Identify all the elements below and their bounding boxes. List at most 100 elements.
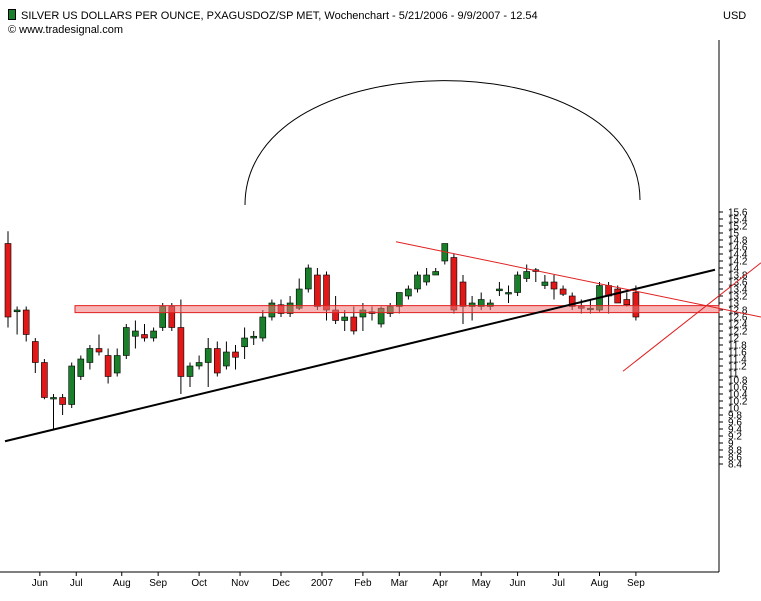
y-tick-label: 9.4 [728, 425, 742, 436]
x-tick-label: 2007 [311, 578, 334, 589]
y-tick-label: 9.2 [728, 432, 742, 443]
candle-body [505, 292, 512, 295]
candle-body [195, 362, 203, 367]
x-tick-label: Jun [32, 578, 48, 589]
candle-body [259, 316, 267, 339]
x-tick-label: Aug [113, 578, 131, 589]
candle-body [223, 351, 230, 367]
candle-body [141, 334, 148, 339]
candle-body [559, 288, 567, 295]
y-tick-label: 11 [728, 369, 739, 380]
candle-body [550, 281, 558, 290]
rounding-top-arc [244, 80, 641, 206]
candle-body [614, 288, 622, 304]
candle-body [186, 365, 194, 377]
y-tick-label: 15.2 [728, 222, 748, 233]
y-tick-label: 10.2 [728, 397, 748, 408]
y-tick-label: 9 [728, 439, 734, 450]
y-tick-label: 15.4 [728, 215, 748, 226]
candle-body [514, 274, 521, 293]
x-tick-label: May [472, 578, 491, 589]
y-tick-label: 12.4 [728, 320, 748, 331]
y-tick-label: 13.6 [728, 278, 748, 289]
copyright-notice: © www.tradesignal.com [8, 24, 124, 36]
y-tick-label: 14 [728, 264, 740, 275]
ascending-trendline [622, 262, 761, 372]
x-tick-label: Oct [191, 578, 207, 589]
candle-body [459, 281, 467, 307]
y-tick-label: 14.2 [728, 257, 748, 268]
chart-annotations [74, 305, 720, 314]
y-tick-label: 13.4 [728, 285, 748, 296]
candle-body [632, 292, 640, 318]
y-tick-label: 11.2 [728, 362, 747, 373]
y-tick-label: 8.6 [728, 453, 742, 464]
candle-body [150, 330, 157, 339]
x-tick-label: Aug [591, 578, 609, 589]
candle-body [132, 330, 139, 337]
y-tick-label: 11.6 [728, 348, 747, 359]
y-tick-label: 12.2 [728, 327, 748, 338]
candle-body [314, 274, 321, 307]
candle-body [414, 274, 421, 290]
candle-body [541, 281, 549, 286]
y-tick-label: 15.6 [728, 208, 748, 219]
candle-body [496, 288, 503, 292]
x-tick-label: Mar [391, 578, 409, 589]
candle-body [41, 362, 48, 398]
candle-body [77, 358, 85, 377]
candle-body [123, 327, 130, 356]
y-tick-label: 9.6 [728, 418, 742, 429]
candle-body [59, 397, 66, 405]
candle-body [523, 271, 531, 279]
candle-body [450, 257, 458, 311]
candle-body [113, 355, 121, 374]
series-marker-icon [8, 9, 16, 20]
candle-body [395, 292, 403, 307]
x-tick-label: Sep [627, 578, 645, 589]
x-axis: Jun Jul Aug Sep Oct Nov Dec 2007 Feb Mar Apr May Jun… [32, 572, 645, 589]
y-tick-label: 11.4 [728, 355, 747, 366]
candle-body [50, 397, 57, 400]
descending-trendline [395, 241, 761, 318]
y-tick-label: 8.4 [728, 460, 742, 471]
y-tick-label: 12.6 [728, 313, 748, 324]
candle-body [95, 348, 103, 353]
candle-series [4, 231, 640, 429]
y-tick-label: 12.8 [728, 306, 748, 317]
y-tick-label: 11.8 [728, 341, 747, 352]
candle-body [423, 274, 430, 283]
candle-body [323, 274, 330, 311]
y-tick-label: 8.8 [728, 446, 742, 457]
candle-body [341, 316, 349, 321]
candle-body [350, 316, 358, 332]
y-tick-label: 10.4 [728, 390, 748, 401]
candle-body [13, 309, 21, 313]
y-tick-label: 13.8 [728, 271, 748, 282]
y-tick-label: 10 [728, 404, 740, 415]
candle-body [241, 337, 248, 348]
x-tick-label: Feb [354, 578, 372, 589]
candle-body [623, 299, 631, 306]
candle-body [405, 288, 412, 297]
candle-body [22, 309, 30, 335]
y-tick-label: 14.4 [728, 250, 748, 261]
support-trendline [4, 268, 716, 443]
candle-body [250, 335, 257, 339]
resistance-band [74, 305, 720, 314]
candle-body [232, 351, 239, 358]
candle-body [31, 341, 39, 363]
y-tick-label: 14.6 [728, 243, 748, 254]
x-tick-label: Nov [231, 578, 249, 589]
y-axis: 8.48.68.899.29.49.69.81010.210.410.610.8… [719, 208, 748, 471]
x-tick-label: Apr [432, 578, 448, 589]
chart-title-text: SILVER US DOLLARS PER OUNCE, PXAGUSDOZ/S… [21, 10, 538, 22]
candle-body [86, 348, 94, 363]
y-tick-label: 13 [728, 299, 740, 310]
x-tick-label: Jul [70, 578, 83, 589]
candle-body [177, 327, 185, 377]
y-tick-label: 12 [728, 334, 740, 345]
x-tick-label: Jul [552, 578, 565, 589]
candle-body [204, 348, 212, 363]
